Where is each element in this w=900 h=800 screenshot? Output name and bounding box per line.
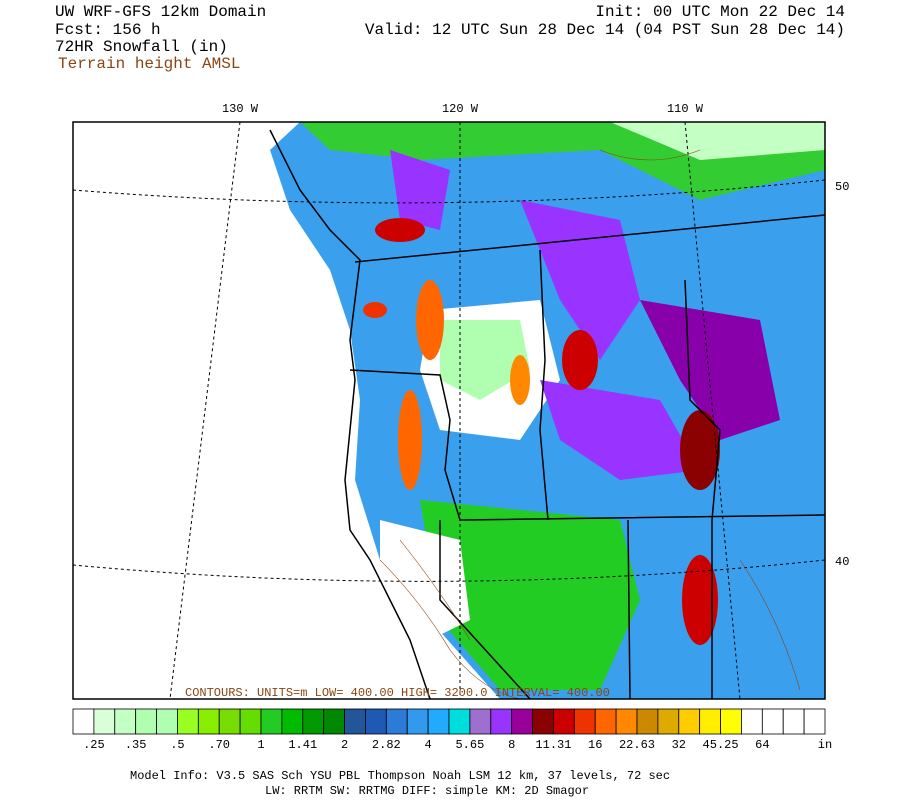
colorbar-label: 22.63	[619, 738, 655, 752]
footer-line: Model Info: V3.5 SAS Sch YSU PBL Thompso…	[130, 769, 670, 783]
snow-field	[640, 300, 780, 440]
colorbar-box	[720, 708, 742, 735]
valid-time: Valid: 12 UTC Sun 28 Dec 14 (04 PST Sun …	[365, 21, 845, 39]
colorbar-box	[239, 708, 262, 735]
snow-field	[540, 380, 700, 480]
colorbar-box	[782, 708, 805, 735]
colorbar-box	[385, 708, 408, 735]
colorbar-box	[448, 708, 471, 735]
colorbar-label: 64	[755, 738, 769, 752]
contour-info: CONTOURS: UNITS=m LOW= 400.00 HIGH= 3200…	[185, 686, 610, 700]
colorbar-box	[365, 708, 387, 735]
snow-field	[390, 150, 450, 230]
colorbar-label: 11.31	[535, 738, 571, 752]
colorbar-box	[156, 708, 178, 735]
colorbar-box	[678, 708, 701, 735]
colorbar-box	[594, 708, 617, 735]
header-line: UW WRF-GFS 12km Domain	[55, 3, 266, 21]
colorbar-box	[114, 708, 137, 735]
terrain-label: Terrain height AMSL	[58, 55, 240, 73]
colorbar-box	[490, 708, 513, 735]
colorbar-box	[803, 708, 826, 735]
lon-label: 130 W	[222, 102, 259, 116]
graticule	[73, 122, 825, 699]
colorbar-box	[344, 708, 366, 735]
colorbar-label: 8	[508, 738, 515, 752]
colorbar-box	[177, 708, 199, 735]
colorbar-box	[511, 708, 533, 735]
footer-line: LW: RRTM SW: RRTMG DIFF: simple KM: 2D S…	[265, 784, 589, 798]
colorbar-box	[93, 708, 116, 735]
colorbar-box	[218, 708, 241, 735]
colorbar-box	[135, 708, 157, 735]
lat-label: 50	[835, 180, 849, 194]
colorbar: .25 .35 .5 .70 1 1.41 2 2.82 4 5.65 8 11.31 16 22.63 3…	[72, 708, 832, 752]
colorbar-box	[657, 708, 680, 735]
colorbar-label: .35	[125, 738, 147, 752]
snow-field	[380, 520, 470, 640]
lat-label: 40	[835, 555, 849, 569]
colorbar-label: 16	[588, 738, 602, 752]
colorbar-box	[573, 708, 596, 735]
colorbar-box	[427, 708, 450, 735]
snow-field	[440, 320, 530, 400]
colorbar-box	[741, 708, 763, 735]
colorbar-box	[761, 708, 784, 735]
colorbar-unit: in	[818, 738, 832, 752]
colorbar-box	[72, 708, 95, 735]
snow-field	[420, 500, 640, 690]
map-frame	[72, 121, 826, 700]
colorbar-label: .70	[208, 738, 230, 752]
colorbar-box	[615, 708, 638, 735]
borders	[269, 129, 825, 699]
colorbar-box	[699, 708, 721, 735]
lon-label: 120 W	[442, 102, 479, 116]
heavy-snow	[363, 218, 720, 645]
colorbar-box	[636, 708, 659, 735]
colorbar-label: 4	[425, 738, 432, 752]
colorbar-label: 2.82	[372, 738, 401, 752]
colorbar-box	[260, 708, 283, 735]
colorbar-box	[197, 708, 220, 735]
map: 130 W 120 W 110 W 50 40 CONTOURS: UNITS=…	[72, 102, 849, 700]
colorbar-label: 1	[257, 738, 264, 752]
header-line: Fcst: 156 h	[55, 21, 161, 39]
colorbar-box	[532, 708, 554, 735]
colorbar-label: .5	[170, 738, 184, 752]
colorbar-box	[553, 708, 575, 735]
snow-field	[610, 122, 825, 160]
terrain-contours	[379, 149, 801, 699]
colorbar-label: 5.65	[455, 738, 484, 752]
init-time: Init: 00 UTC Mon 22 Dec 14	[595, 3, 845, 21]
colorbar-box	[281, 708, 304, 735]
header-line: 72HR Snowfall (in)	[55, 38, 228, 56]
colorbar-label: 1.41	[288, 738, 317, 752]
colorbar-label: 2	[341, 738, 348, 752]
colorbar-box	[302, 708, 325, 735]
colorbar-label: 45.25	[703, 738, 739, 752]
colorbar-box	[323, 708, 345, 735]
colorbar-label: .25	[83, 738, 105, 752]
colorbar-box	[469, 708, 492, 735]
snow-field	[520, 200, 640, 360]
colorbar-label: 32	[672, 738, 686, 752]
colorbar-box	[406, 708, 429, 735]
lon-label: 110 W	[667, 102, 704, 116]
